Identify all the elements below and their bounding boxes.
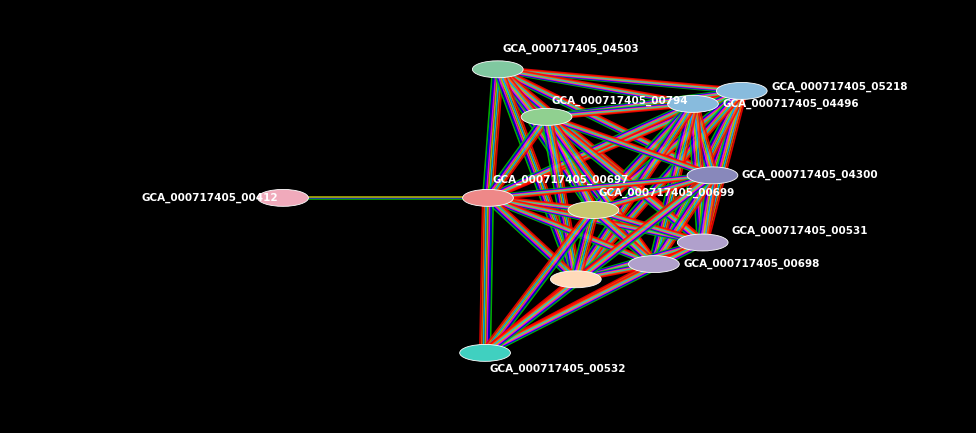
Text: GCA_000717405_00531: GCA_000717405_00531 xyxy=(732,226,869,236)
Ellipse shape xyxy=(568,201,619,219)
Ellipse shape xyxy=(521,108,572,126)
Text: GCA_000717405_04503: GCA_000717405_04503 xyxy=(503,44,639,54)
Text: GCA_000717405_05218: GCA_000717405_05218 xyxy=(771,81,908,92)
Ellipse shape xyxy=(716,82,767,100)
Ellipse shape xyxy=(472,61,523,78)
Text: GCA_000717405_00532: GCA_000717405_00532 xyxy=(490,364,627,374)
Text: GCA_000717405_00698: GCA_000717405_00698 xyxy=(683,259,820,269)
Ellipse shape xyxy=(677,234,728,251)
Text: GCA_000717405_00697: GCA_000717405_00697 xyxy=(493,175,630,185)
Ellipse shape xyxy=(629,255,679,273)
Ellipse shape xyxy=(668,95,718,113)
Ellipse shape xyxy=(550,271,601,288)
Text: GCA_000717405_00412: GCA_000717405_00412 xyxy=(142,193,278,203)
Text: GCA_000717405_00699: GCA_000717405_00699 xyxy=(598,187,735,198)
Text: GCA_000717405_00794: GCA_000717405_00794 xyxy=(551,95,688,106)
Ellipse shape xyxy=(460,344,510,362)
Ellipse shape xyxy=(463,189,513,207)
Ellipse shape xyxy=(687,167,738,184)
Text: GCA_000717405_04300: GCA_000717405_04300 xyxy=(742,170,878,181)
Ellipse shape xyxy=(258,189,308,207)
Text: GCA_000717405_04496: GCA_000717405_04496 xyxy=(722,99,859,109)
